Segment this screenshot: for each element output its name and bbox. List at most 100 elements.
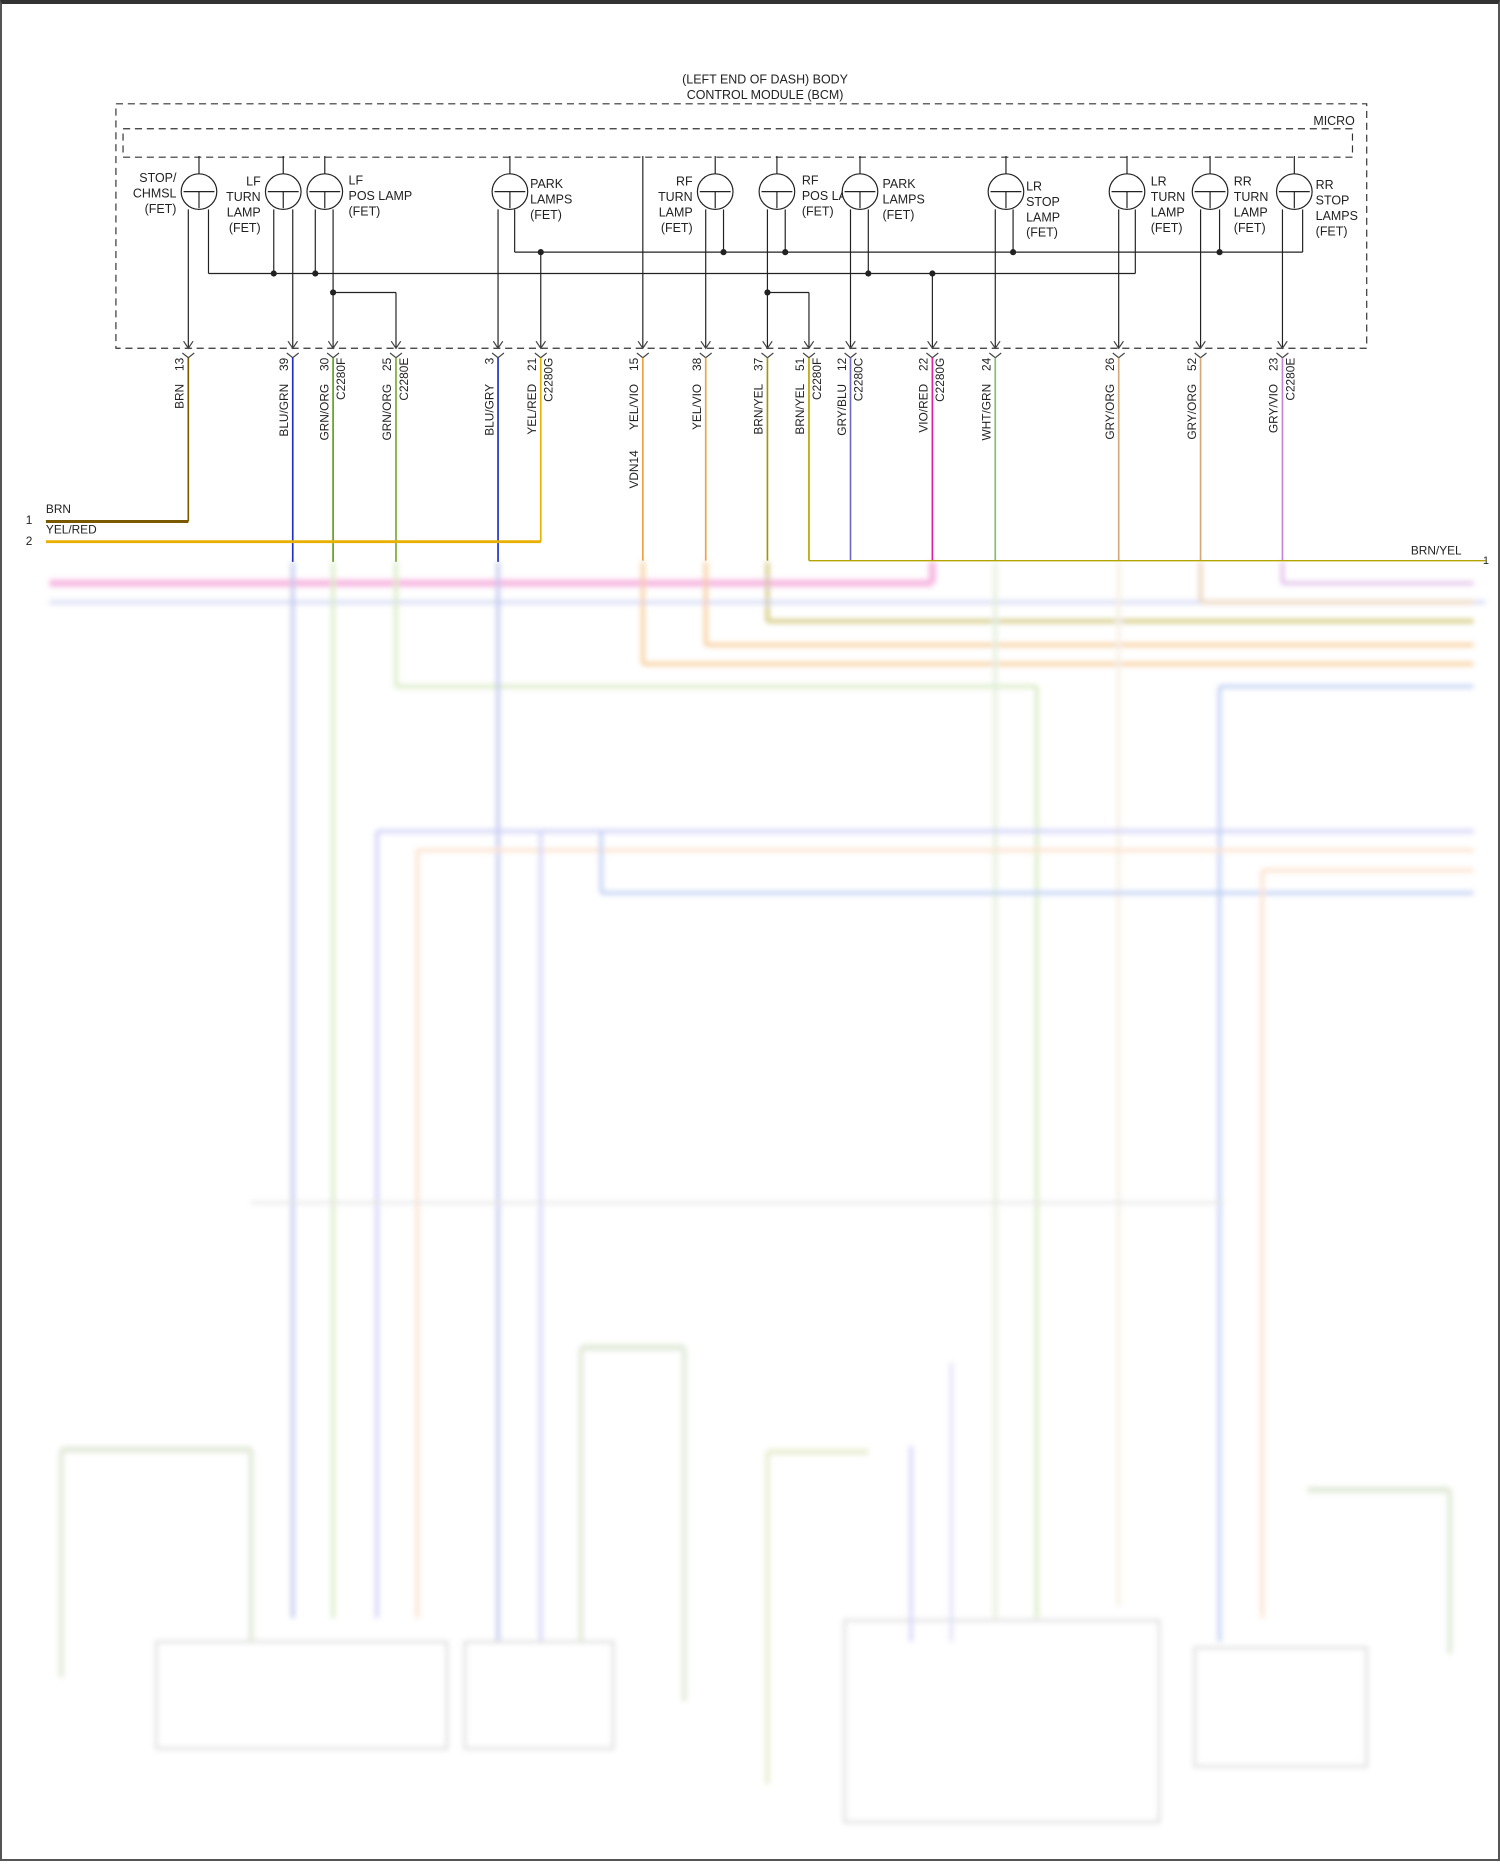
fet-label-park-right: LAMPS	[883, 192, 925, 206]
pin-number: 52	[1185, 358, 1199, 371]
wire-color-label: YEL/RED	[525, 384, 539, 435]
fet-label-rf-turn: RF	[676, 175, 693, 189]
pin-number: 37	[752, 358, 766, 371]
fet-label-park-left: LAMPS	[530, 192, 572, 206]
fet-label-rf-pos: (FET)	[802, 204, 834, 218]
fet-label-rr-turn: RR	[1234, 175, 1252, 189]
pin-number: 26	[1103, 357, 1117, 371]
fet-label-lf-pos: LF	[349, 174, 364, 188]
pin-number: 51	[793, 357, 807, 371]
pin-number: 38	[690, 357, 704, 371]
connector-id-label: C2280G	[542, 358, 556, 402]
blurred-component-box	[463, 1640, 615, 1750]
blurred-component-box	[843, 1619, 1161, 1824]
fet-label-lr-stop: STOP	[1026, 195, 1060, 209]
left-terminal-2-num: 2	[26, 534, 33, 548]
pin-number: 15	[627, 357, 641, 371]
splice-dot	[764, 289, 771, 296]
fet-label-rr-turn: (FET)	[1234, 221, 1266, 235]
fet-label-lf-turn: (FET)	[229, 221, 261, 235]
wire-color-label: GRN/ORG	[317, 384, 331, 441]
wire-color-label: YEL/VIO	[627, 384, 641, 430]
micro-boundary	[122, 128, 1354, 158]
connector-id-label: C2280E	[1283, 358, 1297, 401]
splice-dot	[537, 249, 544, 256]
fet-label-rf-pos: RF	[802, 174, 819, 188]
fet-label-rr-turn: LAMP	[1234, 206, 1268, 220]
pin-number: 30	[317, 357, 331, 371]
fet-label-rr-stop: STOP	[1316, 194, 1350, 208]
wire-color-label: YEL/VIO	[690, 384, 704, 430]
fet-label-lr-turn: TURN	[1151, 190, 1186, 204]
right-terminal-num: 1	[1483, 555, 1489, 567]
fet-label-lr-stop: LAMP	[1026, 210, 1060, 224]
left-terminal-2-wire: YEL/RED	[46, 522, 97, 536]
pin-number: 23	[1267, 357, 1281, 371]
connector-id-label: C2280G	[933, 358, 947, 402]
circuit-id-label: VDN14	[627, 450, 641, 489]
fet-label-rr-stop: (FET)	[1316, 225, 1348, 239]
connector-id-label: C2280F	[810, 358, 824, 400]
fet-label-lr-stop: (FET)	[1026, 226, 1058, 240]
pin-number: 39	[277, 357, 291, 371]
fet-label-park-left: (FET)	[530, 208, 562, 222]
fet-label-lr-turn: (FET)	[1151, 221, 1183, 235]
wire-color-label: BLU/GRY	[482, 384, 496, 436]
module-title-line1: (LEFT END OF DASH) BODY	[682, 73, 849, 87]
fet-label-lf-pos: (FET)	[349, 204, 381, 218]
fet-label-lr-turn: LR	[1151, 175, 1167, 189]
fet-label-rr-turn: TURN	[1234, 190, 1269, 204]
micro-label: MICRO	[1313, 114, 1355, 128]
fet-label-lf-pos: POS LAMP	[349, 189, 413, 203]
left-terminal-1-wire: BRN	[46, 502, 71, 516]
fet-label-lr-stop: LR	[1026, 179, 1042, 193]
fet-label-park-right: PARK	[883, 177, 917, 191]
fet-label-lf-turn: TURN	[226, 190, 261, 204]
wire-color-label: GRY/ORG	[1185, 384, 1199, 440]
wire-color-label: WHT/GRN	[980, 384, 994, 441]
fet-label-rr-stop: RR	[1316, 178, 1334, 192]
wire-color-label: BRN	[173, 384, 187, 409]
fet-label-rr-stop: LAMPS	[1316, 209, 1358, 223]
splice-dot	[1216, 249, 1223, 256]
right-terminal-wire: BRN/YEL	[1411, 544, 1462, 558]
pin-number: 3	[482, 357, 496, 364]
fet-label-stop-chmsl: CHMSL	[133, 187, 177, 201]
splice-dot	[865, 270, 872, 277]
fet-label-rf-turn: TURN	[658, 190, 693, 204]
connector-id-label: C2280F	[334, 358, 348, 400]
pin-number: 13	[173, 357, 187, 371]
pin-number: 12	[835, 358, 849, 371]
connector-id-label: C2280E	[397, 358, 411, 401]
pin-number: 21	[525, 357, 539, 371]
connector-id-label: C2280C	[851, 357, 865, 401]
fet-label-stop-chmsl: (FET)	[145, 202, 177, 216]
fet-label-park-left: PARK	[530, 177, 564, 191]
wire-color-label: BRN/YEL	[752, 383, 766, 434]
blurred-component-box	[155, 1640, 449, 1750]
wire-color-label: VIO/RED	[917, 384, 931, 433]
module-title-line2: CONTROL MODULE (BCM)	[687, 88, 844, 102]
pin-number: 22	[917, 358, 931, 371]
splice-dot	[312, 270, 319, 277]
fet-label-park-right: (FET)	[883, 208, 915, 222]
fet-label-rf-turn: LAMP	[659, 206, 693, 220]
splice-dot	[782, 249, 789, 256]
pin-number: 24	[980, 357, 994, 371]
pin-number: 25	[380, 357, 394, 371]
blurred-component-box	[1193, 1646, 1368, 1768]
left-terminal-1-num: 1	[26, 513, 33, 527]
wire-color-label: BRN/YEL	[793, 383, 807, 434]
splice-dot	[720, 249, 727, 256]
wire-color-label: BLU/GRN	[277, 384, 291, 437]
fet-label-lf-turn: LAMP	[227, 206, 261, 220]
wire-color-label: GRN/ORG	[380, 384, 394, 441]
fet-label-lr-turn: LAMP	[1151, 206, 1185, 220]
splice-dot	[330, 289, 337, 296]
fet-label-lf-turn: LF	[246, 175, 261, 189]
blurred-lower-section	[49, 561, 1486, 1824]
fet-label-stop-chmsl: STOP/	[139, 171, 177, 185]
wire-color-label: GRY/BLU	[835, 384, 849, 436]
